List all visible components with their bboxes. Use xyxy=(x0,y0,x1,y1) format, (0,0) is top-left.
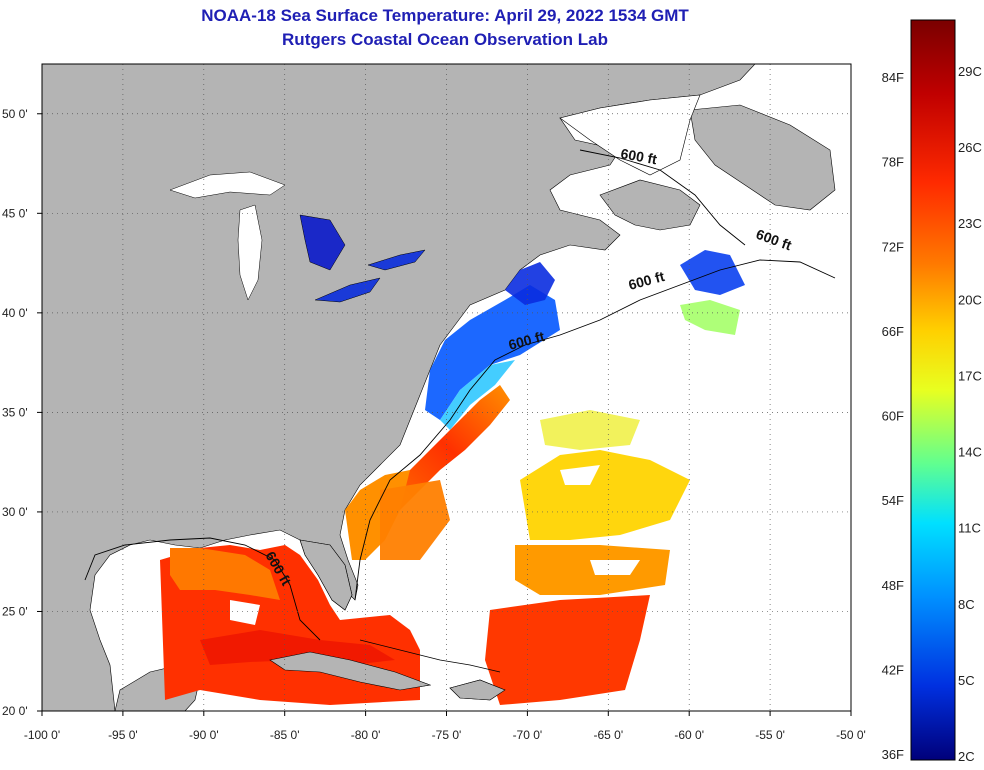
lon-tick-label: -55 0' xyxy=(755,728,785,742)
lat-tick-label: 45 0' xyxy=(2,206,28,220)
colorbar-f-label: 78F xyxy=(882,155,904,170)
lon-tick-label: -100 0' xyxy=(24,728,60,742)
lat-tick-label: 25 0' xyxy=(2,604,28,618)
colorbar-f-label: 36F xyxy=(882,747,904,762)
colorbar-f-label: 84F xyxy=(882,70,904,85)
lon-tick-label: -50 0' xyxy=(836,728,866,742)
sst-blake-plateau xyxy=(380,480,450,560)
colorbar-c-label: 8C xyxy=(958,597,975,612)
colorbar-f-label: 54F xyxy=(882,493,904,508)
colorbar-f-label: 66F xyxy=(882,324,904,339)
lake-superior xyxy=(169,171,286,199)
map-canvas xyxy=(42,64,851,711)
maritime-land xyxy=(599,179,701,231)
cloud-gap-1 xyxy=(230,600,260,625)
map-title: NOAA-18 Sea Surface Temperature: April 2… xyxy=(201,6,689,25)
colorbar-c-label: 17C xyxy=(958,368,982,383)
isobath-600ft-gulf xyxy=(84,537,321,641)
latitude-axis: 50 0' 45 0' 40 0' 35 0' 30 0' 25 0' 20 0' xyxy=(2,107,42,718)
colorbar-f-label: 60F xyxy=(882,409,904,424)
colorbar-c-label: 5C xyxy=(958,673,975,688)
sst-tropical-red xyxy=(485,595,650,705)
newfoundland-land xyxy=(689,104,836,211)
sst-nova-scotia-green xyxy=(680,300,740,335)
isobath-600ft-stlawrence xyxy=(579,149,746,246)
colorbar-c-label: 20C xyxy=(958,292,982,307)
lake-huron xyxy=(299,214,346,271)
lat-tick-label: 30 0' xyxy=(2,505,28,519)
colorbar-c-label: 26C xyxy=(958,140,982,155)
colorbar-celsius-labels: 29C 26C 23C 20C 17C 14C 11C 8C 5C 2C xyxy=(958,64,982,764)
isobath-600ft-caribbean xyxy=(359,639,501,673)
sst-shelf-green xyxy=(440,360,515,430)
colorbar xyxy=(910,19,956,761)
lon-tick-label: -70 0' xyxy=(513,728,543,742)
contour-label-1: 600 ft xyxy=(619,145,658,167)
lake-erie xyxy=(314,277,381,303)
sst-cold-shelf xyxy=(425,285,560,420)
sst-scattered-yellow xyxy=(540,410,640,450)
florida-overlay xyxy=(299,539,353,611)
longitude-axis: -100 0' -95 0' -90 0' -85 0' -80 0' -75 0' -70… xyxy=(24,711,866,742)
lon-tick-label: -60 0' xyxy=(674,728,704,742)
hispaniola-overlay xyxy=(449,679,506,701)
colorbar-f-label: 42F xyxy=(882,662,904,677)
lake-michigan xyxy=(237,204,263,301)
cuba-overlay xyxy=(269,651,432,691)
sst-gulf-of-maine xyxy=(505,262,555,305)
colorbar-c-label: 11C xyxy=(958,521,981,536)
st-lawrence xyxy=(559,94,701,176)
colorbar-f-label: 48F xyxy=(882,578,904,593)
colorbar-c-label: 14C xyxy=(958,445,982,460)
lake-ontario xyxy=(367,249,426,271)
colorbar-fahrenheit-labels: 84F 78F 72F 66F 60F 54F 48F 42F 36F xyxy=(882,70,904,762)
lon-tick-label: -80 0' xyxy=(351,728,381,742)
map-subtitle: Rutgers Coastal Ocean Observation Lab xyxy=(282,30,608,49)
sst-caribbean-red xyxy=(200,630,395,665)
colorbar-c-label: 2C xyxy=(958,749,975,764)
lon-tick-label: -95 0' xyxy=(108,728,138,742)
colorbar-f-label: 72F xyxy=(882,239,904,254)
lat-tick-label: 20 0' xyxy=(2,704,28,718)
isobath-600ft-atlantic xyxy=(354,259,836,601)
colorbar-c-label: 29C xyxy=(958,64,982,79)
lon-tick-label: -75 0' xyxy=(432,728,462,742)
lon-tick-label: -85 0' xyxy=(270,728,300,742)
land-mass xyxy=(42,64,756,711)
lon-tick-label: -65 0' xyxy=(593,728,623,742)
sst-gulf-stream xyxy=(385,385,510,510)
lat-tick-label: 35 0' xyxy=(2,405,28,419)
sst-subtropical-orange xyxy=(515,545,670,595)
lat-tick-label: 50 0' xyxy=(2,107,28,121)
cloud-gap-3 xyxy=(560,465,600,485)
sst-gulf-orange xyxy=(170,548,280,600)
colorbar-c-label: 23C xyxy=(958,216,982,231)
cloud-gap-2 xyxy=(590,560,640,575)
lat-tick-label: 40 0' xyxy=(2,306,28,320)
lon-tick-label: -90 0' xyxy=(189,728,219,742)
